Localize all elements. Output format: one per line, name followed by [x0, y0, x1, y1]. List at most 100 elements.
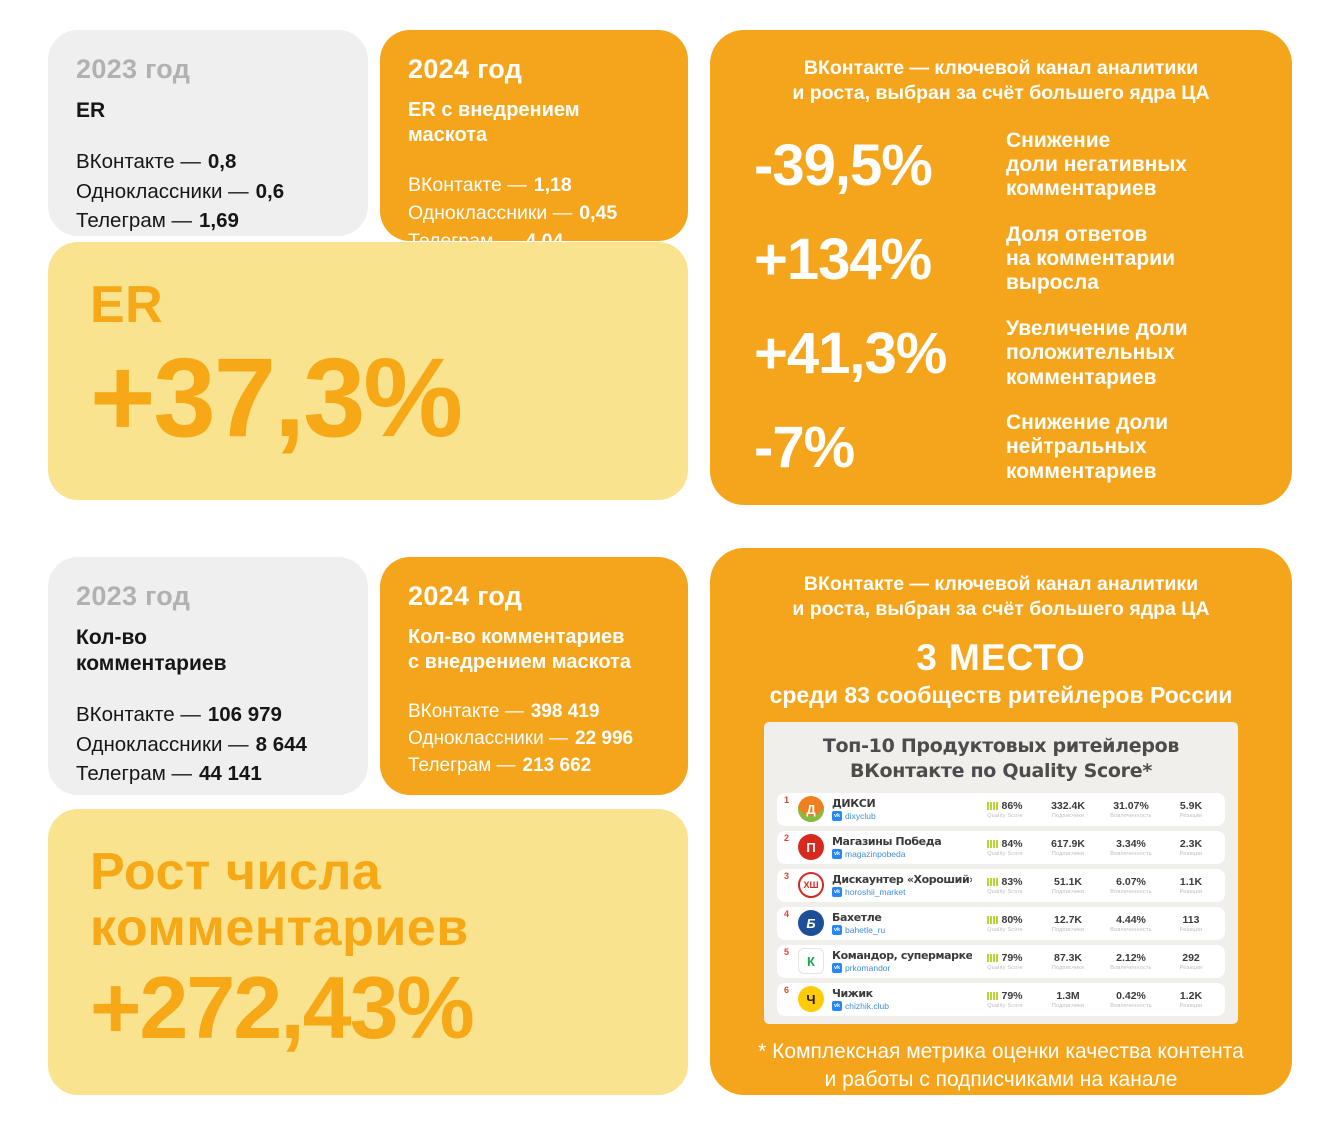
quality-score-bars-icon	[987, 877, 999, 886]
vk-badge-icon: vk	[832, 963, 842, 974]
quality-score-bars-icon	[987, 991, 999, 1000]
col-subscribers: 617.9K Подписчики	[1038, 838, 1098, 857]
metric-label: Одноклассники —	[408, 201, 573, 224]
metric-row: Телеграм — 213 662	[408, 752, 660, 779]
quality-score-bars-icon	[987, 915, 999, 924]
rating-table-panel: Топ-10 Продуктовых ритейлеров ВКонтакте …	[764, 721, 1238, 1024]
col-label: Реакции	[1179, 1002, 1203, 1009]
col-quality-score: 84% Quality Score	[972, 838, 1038, 857]
col-label: Подписчики	[1051, 926, 1085, 933]
quality-score-value: 79%	[1001, 989, 1023, 1002]
growth-value: +37,3%	[90, 334, 463, 460]
rank-number: 6	[784, 984, 790, 995]
col-subscribers: 332.4K Подписчики	[1038, 800, 1098, 819]
subscribers-value: 12.7K	[1053, 913, 1083, 926]
brand-handle-row: vk bahetle_ru	[832, 925, 972, 936]
card-comments-2023: 2023 год Кол-во комментариев ВКонтакте —…	[48, 557, 368, 795]
quality-score-value: 80%	[1001, 913, 1023, 926]
col-reactions: 2.3K Реакции	[1164, 838, 1218, 857]
col-label: Quality Score	[987, 926, 1023, 933]
col-engagement: 2.12% Вовлеченность	[1098, 952, 1164, 971]
stat-value: +41,3%	[754, 320, 947, 386]
metric-row: Одноклассники — 0,45	[408, 199, 660, 227]
col-quality-score: 86% Quality Score	[972, 800, 1038, 819]
brand-name-block: ДИКСИ vk dixyclub	[832, 797, 972, 822]
subscribers-value: 617.9K	[1051, 837, 1085, 850]
metric-value: 213 662	[522, 755, 592, 777]
col-subscribers: 87.3K Подписчики	[1038, 952, 1098, 971]
metric-rows: ВКонтакте —0,8 Одноклассники —0,6 Телегр…	[76, 147, 340, 236]
metric-rows: ВКонтакте — 398 419 Одноклассники — 22 996…	[408, 698, 660, 780]
card-title: Кол-во комментариев	[76, 626, 227, 676]
brand-handle-row: vk magazinpobeda	[832, 849, 972, 860]
col-quality-score: 79% Quality Score	[972, 952, 1038, 971]
card-title: ER с внедрением маскота	[408, 99, 580, 146]
col-subscribers: 51.1K Подписчики	[1038, 876, 1098, 895]
metric-label: Телеграм —	[76, 209, 193, 233]
col-label: Вовлеченность	[1110, 926, 1152, 933]
engagement-value: 31.07%	[1113, 799, 1149, 812]
brand-handle-row: vk horoshii_market	[832, 887, 972, 898]
card-title: Кол-во комментариев с внедрением маскота	[408, 626, 631, 673]
brand-handle: magazinpobeda	[845, 849, 906, 860]
metric-row: Телеграм —1,69	[76, 206, 340, 236]
metric-value: 398 419	[530, 700, 600, 722]
year-label: 2023 год	[76, 581, 191, 611]
stat-item: -39,5% Снижение доли негативных коммента…	[754, 129, 1262, 202]
brand-handle: bahetle_ru	[845, 925, 886, 936]
col-label: Quality Score	[987, 964, 1023, 971]
engagement-value: 4.44%	[1116, 913, 1146, 926]
card-er-growth: ER +37,3%	[48, 242, 688, 500]
col-label: Реакции	[1179, 812, 1203, 819]
card-vk-stats: ВКонтакте — ключевой канал аналитики и р…	[710, 30, 1292, 505]
col-quality-score: 79% Quality Score	[972, 990, 1038, 1009]
col-reactions: 1.2K Реакции	[1164, 990, 1218, 1009]
stat-value: +134%	[754, 226, 932, 292]
stat-value: -39,5%	[754, 132, 933, 198]
metric-value: 44 141	[199, 762, 262, 786]
stat-label: Снижение доли негативных комментариев	[1006, 128, 1187, 201]
engagement-value: 2.12%	[1116, 951, 1146, 964]
brand-logo: П	[798, 834, 824, 861]
brand-handle-row: vk chizhik.club	[832, 1001, 972, 1012]
metric-rows: ВКонтакте —106 979 Одноклассники —8 644 …	[76, 700, 340, 789]
engagement-value: 0.42%	[1116, 989, 1146, 1002]
col-label: Вовлеченность	[1110, 812, 1152, 819]
col-engagement: 31.07% Вовлеченность	[1098, 800, 1164, 819]
metric-row: Телеграм —44 141	[76, 759, 340, 789]
brand-handle: prkomandor	[845, 963, 891, 974]
subscribers-value: 1.3M	[1056, 989, 1080, 1002]
rating-table-title: Топ-10 Продуктовых ритейлеров ВКонтакте …	[822, 734, 1180, 782]
rank-number: 3	[784, 870, 790, 881]
metric-row: ВКонтакте —0,8	[76, 147, 340, 177]
vk-stats-list: -39,5% Снижение доли негативных коммента…	[710, 107, 1292, 484]
engagement-value: 3.34%	[1116, 837, 1146, 850]
col-reactions: 292 Реакции	[1164, 952, 1218, 971]
table-row: 3 ХШ Дискаунтер «Хороший» vk horoshii_mar…	[777, 868, 1225, 902]
brand-name: Бахетле	[832, 911, 882, 925]
brand-name: Дискаунтер «Хороший»	[832, 873, 972, 887]
quality-score-bars-icon	[987, 953, 999, 962]
metric-value: 8 644	[255, 732, 307, 756]
rating-header: ВКонтакте — ключевой канал аналитики и р…	[792, 573, 1210, 621]
quality-score-value: 83%	[1001, 875, 1023, 888]
col-subscribers: 1.3M Подписчики	[1038, 990, 1098, 1009]
metric-row: Одноклассники — 22 996	[408, 725, 660, 752]
metric-label: Телеграм —	[76, 762, 193, 786]
metric-value: 0,8	[207, 150, 237, 174]
reactions-value: 5.9K	[1179, 799, 1203, 812]
rank-number: 4	[784, 908, 790, 919]
quality-score-value: 79%	[1001, 951, 1023, 964]
col-label: Реакции	[1179, 926, 1203, 933]
metric-label: ВКонтакте —	[408, 173, 527, 196]
metric-label: Одноклассники —	[76, 179, 249, 203]
col-engagement: 0.42% Вовлеченность	[1098, 990, 1164, 1009]
subscribers-value: 87.3K	[1053, 951, 1083, 964]
col-label: Реакции	[1179, 888, 1203, 895]
vk-badge-icon: vk	[832, 811, 842, 822]
col-label: Реакции	[1179, 964, 1203, 971]
year-label: 2024 год	[408, 581, 523, 611]
brand-name-block: Бахетле vk bahetle_ru	[832, 911, 972, 936]
reactions-value: 1.2K	[1179, 989, 1203, 1002]
